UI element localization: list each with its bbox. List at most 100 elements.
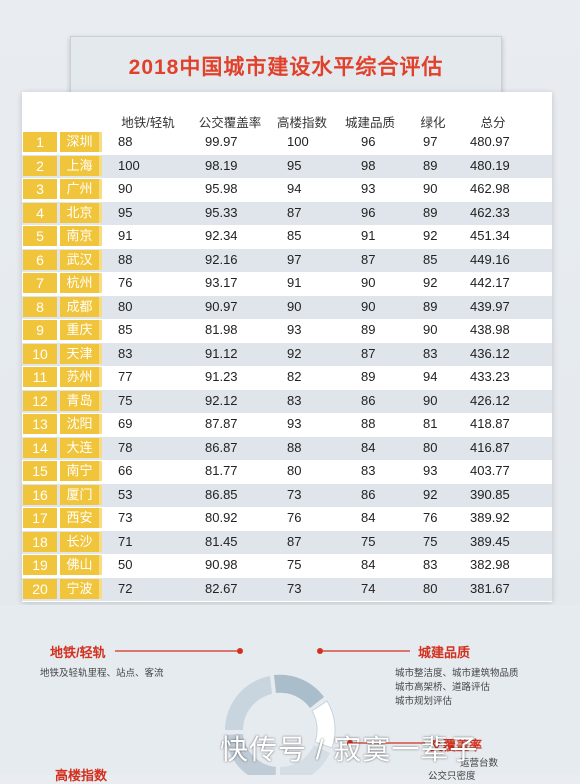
cell-quality: 93 bbox=[361, 181, 376, 196]
cell-metro: 95 bbox=[118, 204, 133, 220]
cell-bus: 87.87 bbox=[205, 416, 238, 431]
header-total: 总分 bbox=[480, 116, 506, 130]
city-name: 南宁 bbox=[60, 461, 102, 481]
cell-bus: 86.87 bbox=[205, 439, 238, 455]
cell-total: 418.87 bbox=[470, 416, 510, 431]
cell-bus: 92.16 bbox=[205, 251, 238, 267]
rank-badge: 7 bbox=[23, 273, 57, 293]
cell-metro: 100 bbox=[118, 157, 140, 173]
cell-total: 389.45 bbox=[470, 533, 510, 549]
cell-total: 442.17 bbox=[470, 275, 510, 290]
cell-bus: 80.92 bbox=[205, 510, 238, 525]
cell-green: 97 bbox=[423, 134, 438, 149]
cell-bus: 81.98 bbox=[205, 322, 238, 337]
rank-badge: 11 bbox=[23, 367, 57, 387]
cell-total: 462.33 bbox=[470, 204, 510, 220]
cell-total: 433.23 bbox=[470, 369, 510, 384]
cell-quality: 96 bbox=[361, 134, 376, 149]
city-name: 杭州 bbox=[60, 273, 102, 293]
city-name: 青岛 bbox=[60, 390, 102, 411]
legend-bus-title: 交覆盖率 bbox=[430, 738, 483, 753]
cell-quality: 89 bbox=[361, 369, 376, 384]
cell-highrise: 73 bbox=[287, 580, 302, 596]
cell-bus: 86.85 bbox=[205, 486, 238, 502]
cell-total: 403.77 bbox=[470, 463, 510, 478]
city-name: 南京 bbox=[60, 226, 102, 246]
cell-total: 382.98 bbox=[470, 557, 510, 572]
cell-green: 80 bbox=[423, 580, 438, 596]
rank-badge: 13 bbox=[23, 414, 57, 434]
city-name: 大连 bbox=[60, 437, 102, 458]
cell-green: 93 bbox=[423, 463, 438, 478]
header-highrise: 高楼指数 bbox=[276, 116, 327, 130]
cell-green: 90 bbox=[423, 322, 438, 337]
rank-badge: 1 bbox=[23, 132, 57, 152]
city-name: 西安 bbox=[60, 508, 102, 528]
table-row: 16 厦门 53 86.85 73 86 92 390.85 bbox=[22, 483, 552, 507]
cell-quality: 86 bbox=[361, 486, 376, 502]
city-name: 佛山 bbox=[60, 555, 102, 575]
city-name: 重庆 bbox=[60, 320, 102, 340]
header-metro: 地铁/轻轨 bbox=[121, 116, 175, 130]
cell-total: 389.92 bbox=[470, 510, 510, 525]
rank-badge: 12 bbox=[23, 390, 57, 411]
cell-highrise: 83 bbox=[287, 392, 302, 408]
city-name: 成都 bbox=[60, 296, 102, 317]
cell-metro: 78 bbox=[118, 439, 133, 455]
cell-quality: 90 bbox=[361, 298, 376, 314]
cell-green: 76 bbox=[423, 510, 438, 525]
rank-badge: 5 bbox=[23, 226, 57, 246]
cell-highrise: 91 bbox=[287, 275, 302, 290]
cell-bus: 90.97 bbox=[205, 298, 238, 314]
cell-highrise: 94 bbox=[287, 181, 302, 196]
rank-badge: 9 bbox=[23, 320, 57, 340]
cell-quality: 84 bbox=[361, 510, 376, 525]
cell-total: 381.67 bbox=[470, 580, 510, 596]
city-name: 武汉 bbox=[60, 249, 102, 270]
table-row: 19 佛山 50 90.98 75 84 83 382.98 bbox=[22, 554, 552, 578]
table-row: 7 杭州 76 93.17 91 90 92 442.17 bbox=[22, 272, 552, 296]
cell-bus: 92.12 bbox=[205, 392, 238, 408]
city-name: 深圳 bbox=[60, 132, 102, 152]
legend-quality-item-1: 城市整洁度、城市建筑物品质 bbox=[395, 668, 519, 679]
cell-green: 89 bbox=[423, 204, 438, 220]
cell-quality: 96 bbox=[361, 204, 376, 220]
cell-total: 480.19 bbox=[470, 157, 510, 173]
cell-highrise: 92 bbox=[287, 345, 302, 361]
legend-metro-title: 地铁/轻轨 bbox=[50, 645, 106, 660]
rank-badge: 2 bbox=[23, 155, 57, 176]
cell-metro: 69 bbox=[118, 416, 133, 431]
cell-quality: 91 bbox=[361, 228, 376, 243]
cell-quality: 83 bbox=[361, 463, 376, 478]
legend-bus-item-2: 公交只密度 bbox=[428, 771, 476, 782]
cell-green: 83 bbox=[423, 557, 438, 572]
cell-quality: 90 bbox=[361, 275, 376, 290]
cell-highrise: 97 bbox=[287, 251, 302, 267]
table-row: 5 南京 91 92.34 85 91 92 451.34 bbox=[22, 225, 552, 249]
cell-green: 92 bbox=[423, 228, 438, 243]
legend-metro-item: 地铁及轻轨里程、站点、客流 bbox=[40, 668, 164, 679]
cell-bus: 99.97 bbox=[205, 134, 238, 149]
watermark-text: 快传号 / 寂寞一辈子 bbox=[220, 734, 479, 765]
cell-quality: 98 bbox=[361, 157, 376, 173]
cell-total: 426.12 bbox=[470, 392, 510, 408]
cell-highrise: 82 bbox=[287, 369, 302, 384]
cell-highrise: 93 bbox=[287, 322, 302, 337]
city-name: 上海 bbox=[60, 155, 102, 176]
cell-metro: 73 bbox=[118, 510, 133, 525]
cell-total: 416.87 bbox=[470, 439, 510, 455]
cell-green: 83 bbox=[423, 345, 438, 361]
cell-total: 451.34 bbox=[470, 228, 510, 243]
header-bus-coverage: 公交覆盖率 bbox=[198, 116, 262, 130]
cell-metro: 77 bbox=[118, 369, 133, 384]
rank-badge: 14 bbox=[23, 437, 57, 458]
cell-bus: 90.98 bbox=[205, 557, 238, 572]
city-name: 厦门 bbox=[60, 484, 102, 505]
cell-bus: 95.98 bbox=[205, 181, 238, 196]
city-name: 长沙 bbox=[60, 531, 102, 552]
rank-badge: 10 bbox=[23, 343, 57, 364]
legend-section: 地铁/轻轨 地铁及轻轨里程、站点、客流 城建品质 城市整洁度、城市建筑物品质 城… bbox=[0, 605, 580, 783]
cell-bus: 93.17 bbox=[205, 275, 238, 290]
table-row: 9 重庆 85 81.98 93 89 90 438.98 bbox=[22, 319, 552, 343]
cell-quality: 86 bbox=[361, 392, 376, 408]
